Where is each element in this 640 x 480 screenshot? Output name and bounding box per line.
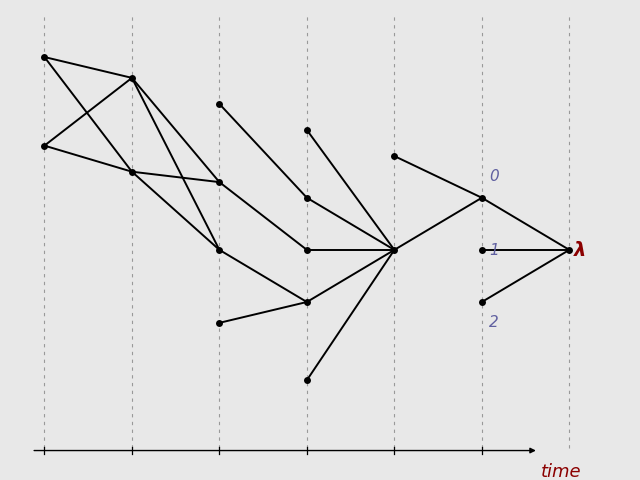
Text: λ: λ [573,241,586,260]
Text: time: time [541,462,582,480]
Text: 1: 1 [489,243,499,258]
Text: 2: 2 [489,314,499,329]
Text: 0: 0 [489,169,499,184]
